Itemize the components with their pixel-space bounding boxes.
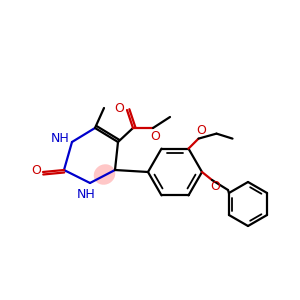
Text: O: O	[210, 181, 220, 194]
Text: NH: NH	[51, 133, 69, 146]
Text: O: O	[114, 103, 124, 116]
Text: O: O	[31, 164, 41, 178]
Text: O: O	[150, 130, 160, 142]
Ellipse shape	[94, 164, 115, 185]
Text: NH: NH	[76, 188, 95, 200]
Text: O: O	[196, 124, 206, 137]
